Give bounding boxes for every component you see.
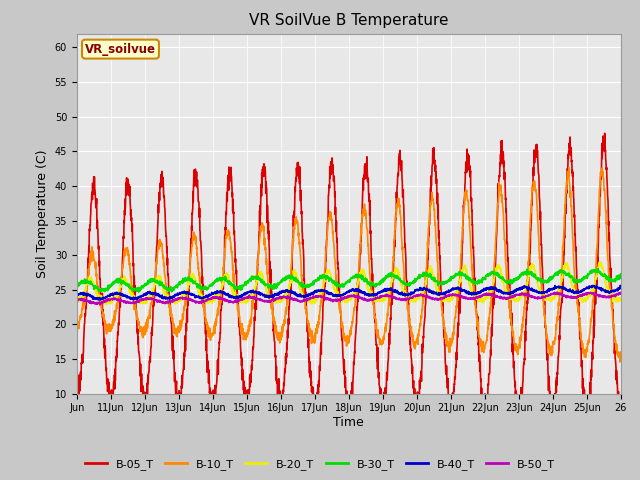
- B-20_T: [73, 299, 81, 304]
- B-10_T: [543, 332, 551, 338]
- B-10_T: [244, 323, 252, 328]
- B-30_T: [513, 277, 520, 283]
- Line: B-50_T: B-50_T: [77, 292, 621, 304]
- B-05_T: [601, 131, 609, 136]
- B-50_T: [381, 292, 389, 298]
- B-05_T: [244, 401, 252, 407]
- B-05_T: [616, 422, 624, 428]
- B-20_T: [513, 297, 520, 303]
- B-20_T: [610, 296, 618, 302]
- Line: B-10_T: B-10_T: [77, 167, 621, 362]
- B-50_T: [73, 297, 81, 302]
- B-05_T: [513, 395, 520, 400]
- B-05_T: [381, 385, 389, 391]
- B-20_T: [597, 259, 605, 265]
- B-30_T: [381, 275, 389, 281]
- B-30_T: [135, 289, 143, 295]
- B-20_T: [381, 294, 389, 300]
- B-10_T: [381, 324, 389, 330]
- B-40_T: [97, 297, 104, 303]
- B-50_T: [97, 301, 104, 307]
- Y-axis label: Soil Temperature (C): Soil Temperature (C): [36, 149, 49, 278]
- B-50_T: [245, 295, 253, 301]
- B-10_T: [565, 164, 573, 170]
- Line: B-40_T: B-40_T: [77, 286, 621, 300]
- B-30_T: [127, 285, 135, 291]
- B-30_T: [617, 274, 625, 279]
- B-40_T: [609, 288, 617, 293]
- B-05_T: [617, 406, 625, 412]
- B-20_T: [543, 294, 551, 300]
- B-20_T: [617, 296, 625, 302]
- B-05_T: [73, 392, 81, 398]
- B-40_T: [543, 288, 551, 293]
- Line: B-20_T: B-20_T: [77, 262, 621, 304]
- B-20_T: [127, 291, 135, 297]
- B-20_T: [103, 301, 111, 307]
- B-50_T: [513, 291, 520, 297]
- B-05_T: [127, 218, 135, 224]
- B-10_T: [73, 319, 81, 324]
- B-30_T: [610, 277, 618, 283]
- B-05_T: [609, 320, 617, 325]
- B-40_T: [616, 283, 624, 288]
- B-40_T: [73, 292, 81, 298]
- B-20_T: [245, 296, 253, 301]
- B-40_T: [381, 286, 389, 292]
- B-30_T: [245, 278, 253, 284]
- B-30_T: [73, 283, 81, 288]
- B-50_T: [543, 293, 551, 299]
- B-30_T: [595, 265, 602, 271]
- B-30_T: [543, 277, 551, 283]
- B-10_T: [616, 359, 624, 365]
- Legend: B-05_T, B-10_T, B-20_T, B-30_T, B-40_T, B-50_T: B-05_T, B-10_T, B-20_T, B-30_T, B-40_T, …: [80, 455, 560, 474]
- Title: VR SoilVue B Temperature: VR SoilVue B Temperature: [249, 13, 449, 28]
- B-40_T: [513, 288, 520, 293]
- B-10_T: [127, 276, 135, 282]
- B-10_T: [609, 319, 617, 325]
- B-50_T: [127, 300, 135, 306]
- Line: B-30_T: B-30_T: [77, 268, 621, 292]
- B-40_T: [245, 289, 253, 295]
- B-50_T: [553, 289, 561, 295]
- X-axis label: Time: Time: [333, 416, 364, 429]
- B-10_T: [513, 348, 520, 353]
- B-10_T: [617, 349, 625, 355]
- B-05_T: [543, 355, 551, 360]
- B-50_T: [610, 293, 618, 299]
- Line: B-05_T: B-05_T: [77, 133, 621, 425]
- B-40_T: [617, 284, 625, 289]
- B-40_T: [127, 296, 135, 301]
- Text: VR_soilvue: VR_soilvue: [85, 43, 156, 56]
- B-50_T: [617, 291, 625, 297]
